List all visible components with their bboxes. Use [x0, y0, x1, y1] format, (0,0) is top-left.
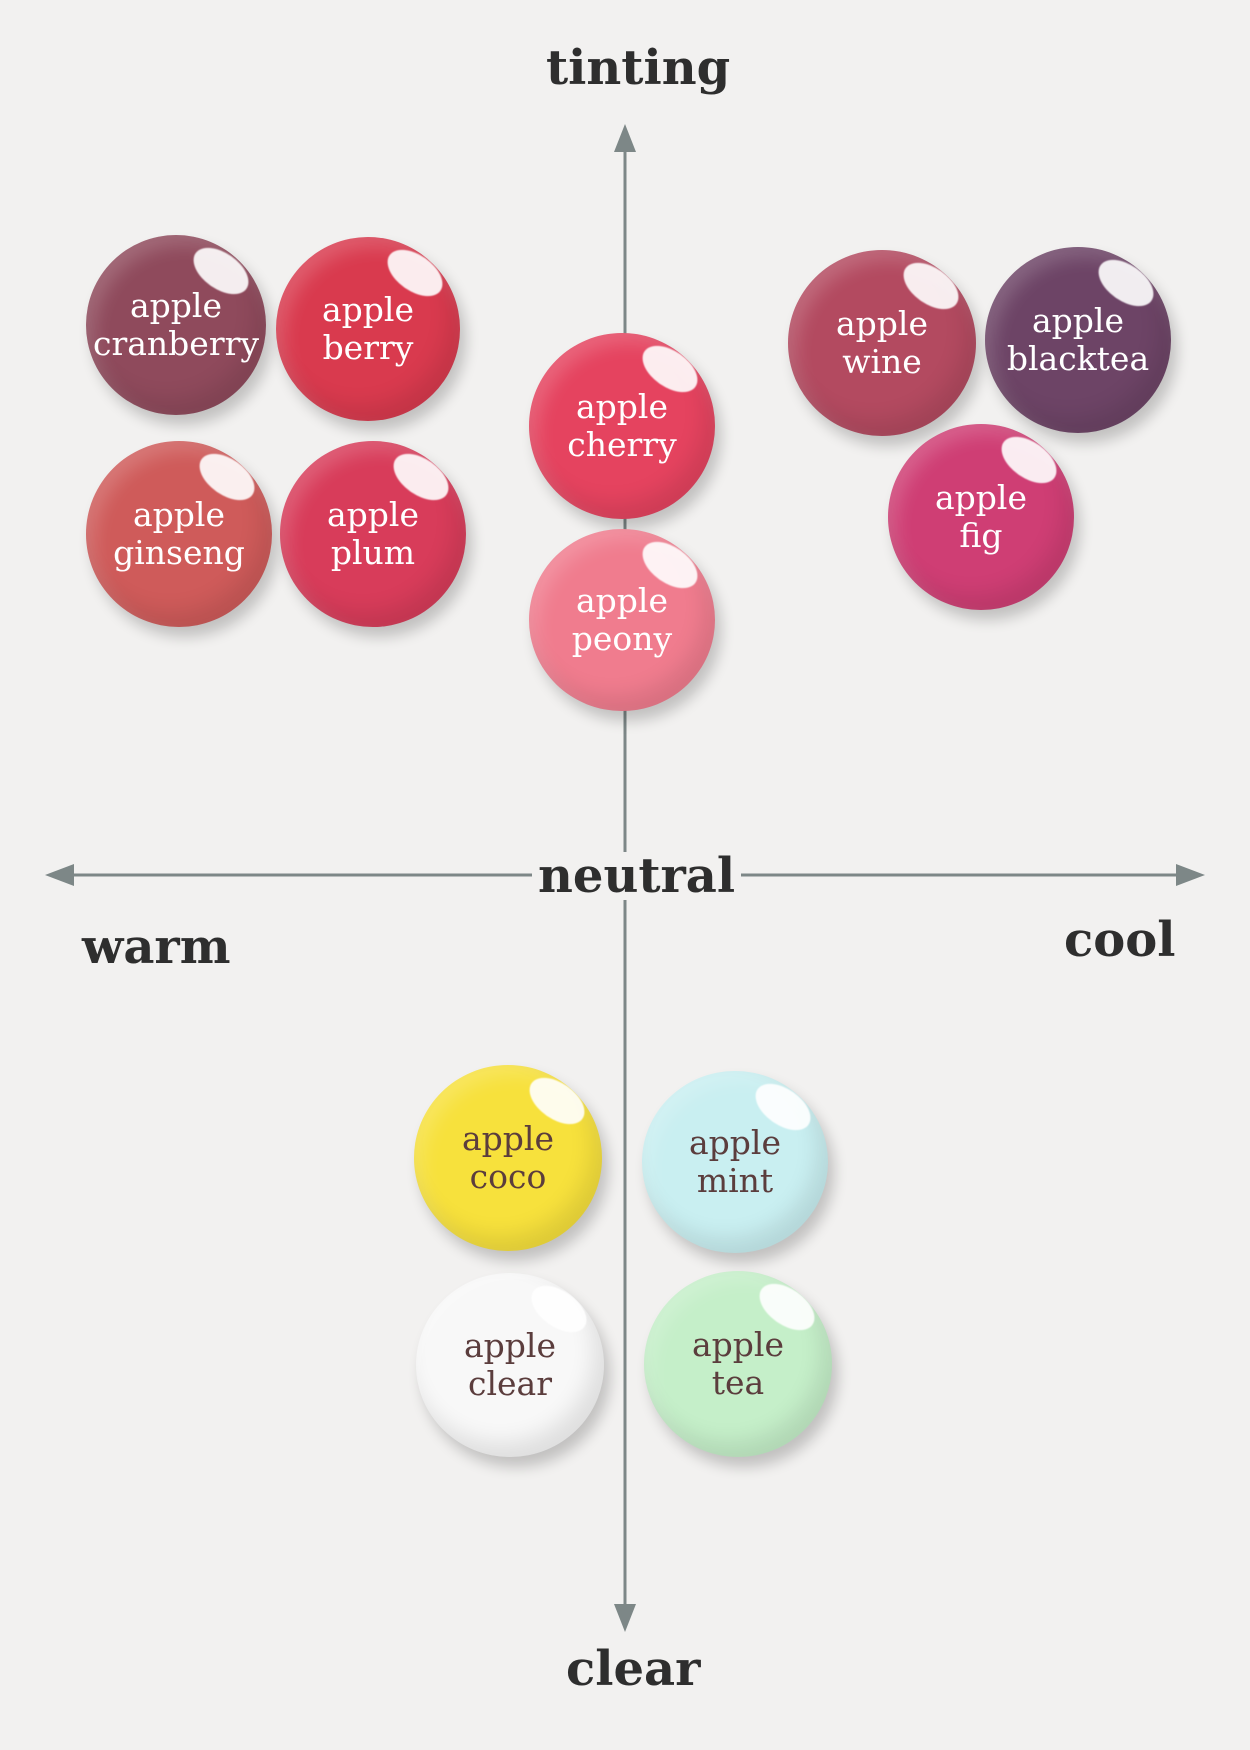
- product-name-line2: blacktea: [1006, 339, 1150, 378]
- product-name-line2: mint: [696, 1161, 774, 1200]
- product-name-line1: apple: [835, 304, 928, 344]
- product-name-line1: apple: [688, 1123, 781, 1163]
- axis-label-cool: cool: [1064, 912, 1176, 968]
- product-dot-mint: apple mint: [642, 1071, 828, 1253]
- product-name-line1: apple: [463, 1326, 556, 1366]
- arrow-down-icon: [614, 1604, 636, 1632]
- product-name-line1: apple: [691, 1325, 784, 1365]
- product-dot-clear: apple clear: [416, 1273, 604, 1457]
- arrow-left-icon: [45, 864, 74, 886]
- axis-label-tinting: tinting: [546, 40, 731, 96]
- product-name-line1: apple: [321, 290, 414, 330]
- product-dot-blacktea: apple blacktea: [985, 247, 1171, 433]
- product-dot-berry: apple berry: [276, 237, 460, 421]
- product-name-line1: apple: [1031, 301, 1124, 341]
- arrow-up-icon: [614, 124, 636, 152]
- axis-label-warm: warm: [82, 919, 231, 975]
- product-dot-ginseng: apple ginseng: [86, 441, 272, 627]
- product-name-line1: apple: [575, 387, 668, 427]
- product-name-line1: apple: [326, 495, 419, 535]
- product-name-line2: berry: [322, 328, 414, 367]
- product-name-line1: apple: [461, 1119, 554, 1159]
- product-dot-peony: apple peony: [529, 529, 715, 711]
- product-dot-fig: apple fig: [888, 424, 1074, 610]
- product-dot-wine: apple wine: [788, 250, 976, 436]
- product-name-line2: cranberry: [92, 324, 260, 363]
- product-name-line2: tea: [711, 1363, 765, 1402]
- product-dot-plum: apple plum: [280, 441, 466, 627]
- axis-label-neutral: neutral: [532, 852, 742, 900]
- product-name-line1: apple: [934, 478, 1027, 518]
- product-name-line2: coco: [469, 1157, 547, 1196]
- product-dot-coco: apple coco: [414, 1065, 602, 1251]
- product-name-line2: wine: [842, 342, 922, 381]
- product-dot-cranberry: apple cranberry: [86, 235, 266, 415]
- axis-label-clear: clear: [566, 1641, 701, 1697]
- product-name-line1: apple: [132, 495, 225, 535]
- arrow-right-icon: [1176, 864, 1205, 886]
- product-name-line2: clear: [467, 1364, 552, 1403]
- product-name-line1: apple: [129, 286, 222, 326]
- product-name-line2: cherry: [567, 425, 677, 464]
- product-dot-tea: apple tea: [644, 1271, 832, 1457]
- product-name-line2: fig: [959, 516, 1003, 555]
- product-name-line1: apple: [575, 581, 668, 621]
- product-dot-cherry: apple cherry: [529, 333, 715, 519]
- product-name-line2: plum: [330, 533, 416, 572]
- product-name-line2: ginseng: [113, 533, 245, 572]
- product-name-line2: peony: [571, 619, 673, 658]
